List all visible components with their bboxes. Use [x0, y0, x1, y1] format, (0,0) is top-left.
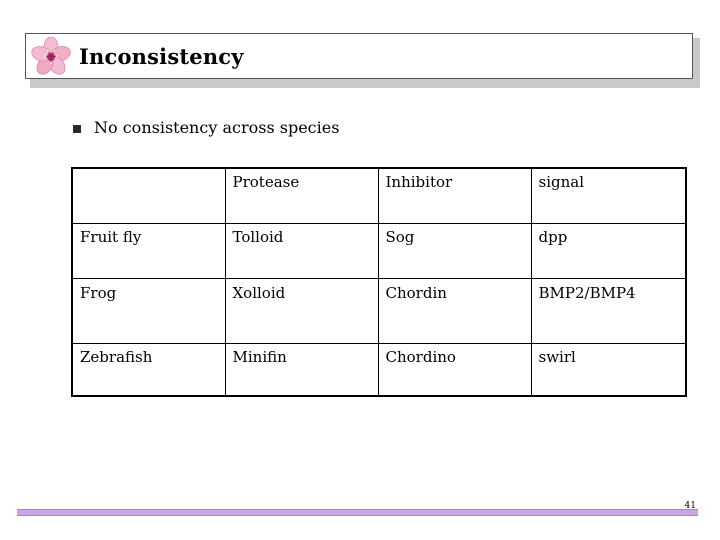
slide-title: Inconsistency — [79, 44, 244, 69]
table-cell — [71, 167, 226, 224]
table-cell: Sog — [377, 222, 532, 279]
column-header-protease: Protease — [224, 167, 379, 224]
flower-icon — [31, 37, 71, 75]
bullet-text: No consistency across species — [94, 118, 340, 137]
table-row: Fruit fly Tolloid Sog dpp — [71, 222, 687, 279]
row-header-cell: Frog — [71, 277, 226, 344]
table-cell: Xolloid — [224, 277, 379, 344]
title-bar: Inconsistency — [25, 33, 693, 79]
page-number: 41 — [684, 501, 696, 511]
table-cell: Chordin — [377, 277, 532, 344]
column-header-inhibitor: Inhibitor — [377, 167, 532, 224]
row-header-cell: Zebrafish — [71, 342, 226, 397]
footer-bar — [17, 509, 698, 516]
table-cell: dpp — [530, 222, 687, 279]
table-row: Zebrafish Minifin Chordino swirl — [71, 342, 687, 397]
table-row: Frog Xolloid Chordin BMP2/BMP4 — [71, 277, 687, 344]
table-header-row: Protease Inhibitor signal — [71, 167, 687, 224]
table-cell: Tolloid — [224, 222, 379, 279]
table-cell: BMP2/BMP4 — [530, 277, 687, 344]
row-header-cell: Fruit fly — [71, 222, 226, 279]
species-table: Protease Inhibitor signal Fruit fly Toll… — [71, 167, 687, 397]
square-bullet-icon — [73, 125, 81, 133]
table-cell: swirl — [530, 342, 687, 397]
table-cell: Minifin — [224, 342, 379, 397]
column-header-signal: signal — [530, 167, 687, 224]
table-cell: Chordino — [377, 342, 532, 397]
